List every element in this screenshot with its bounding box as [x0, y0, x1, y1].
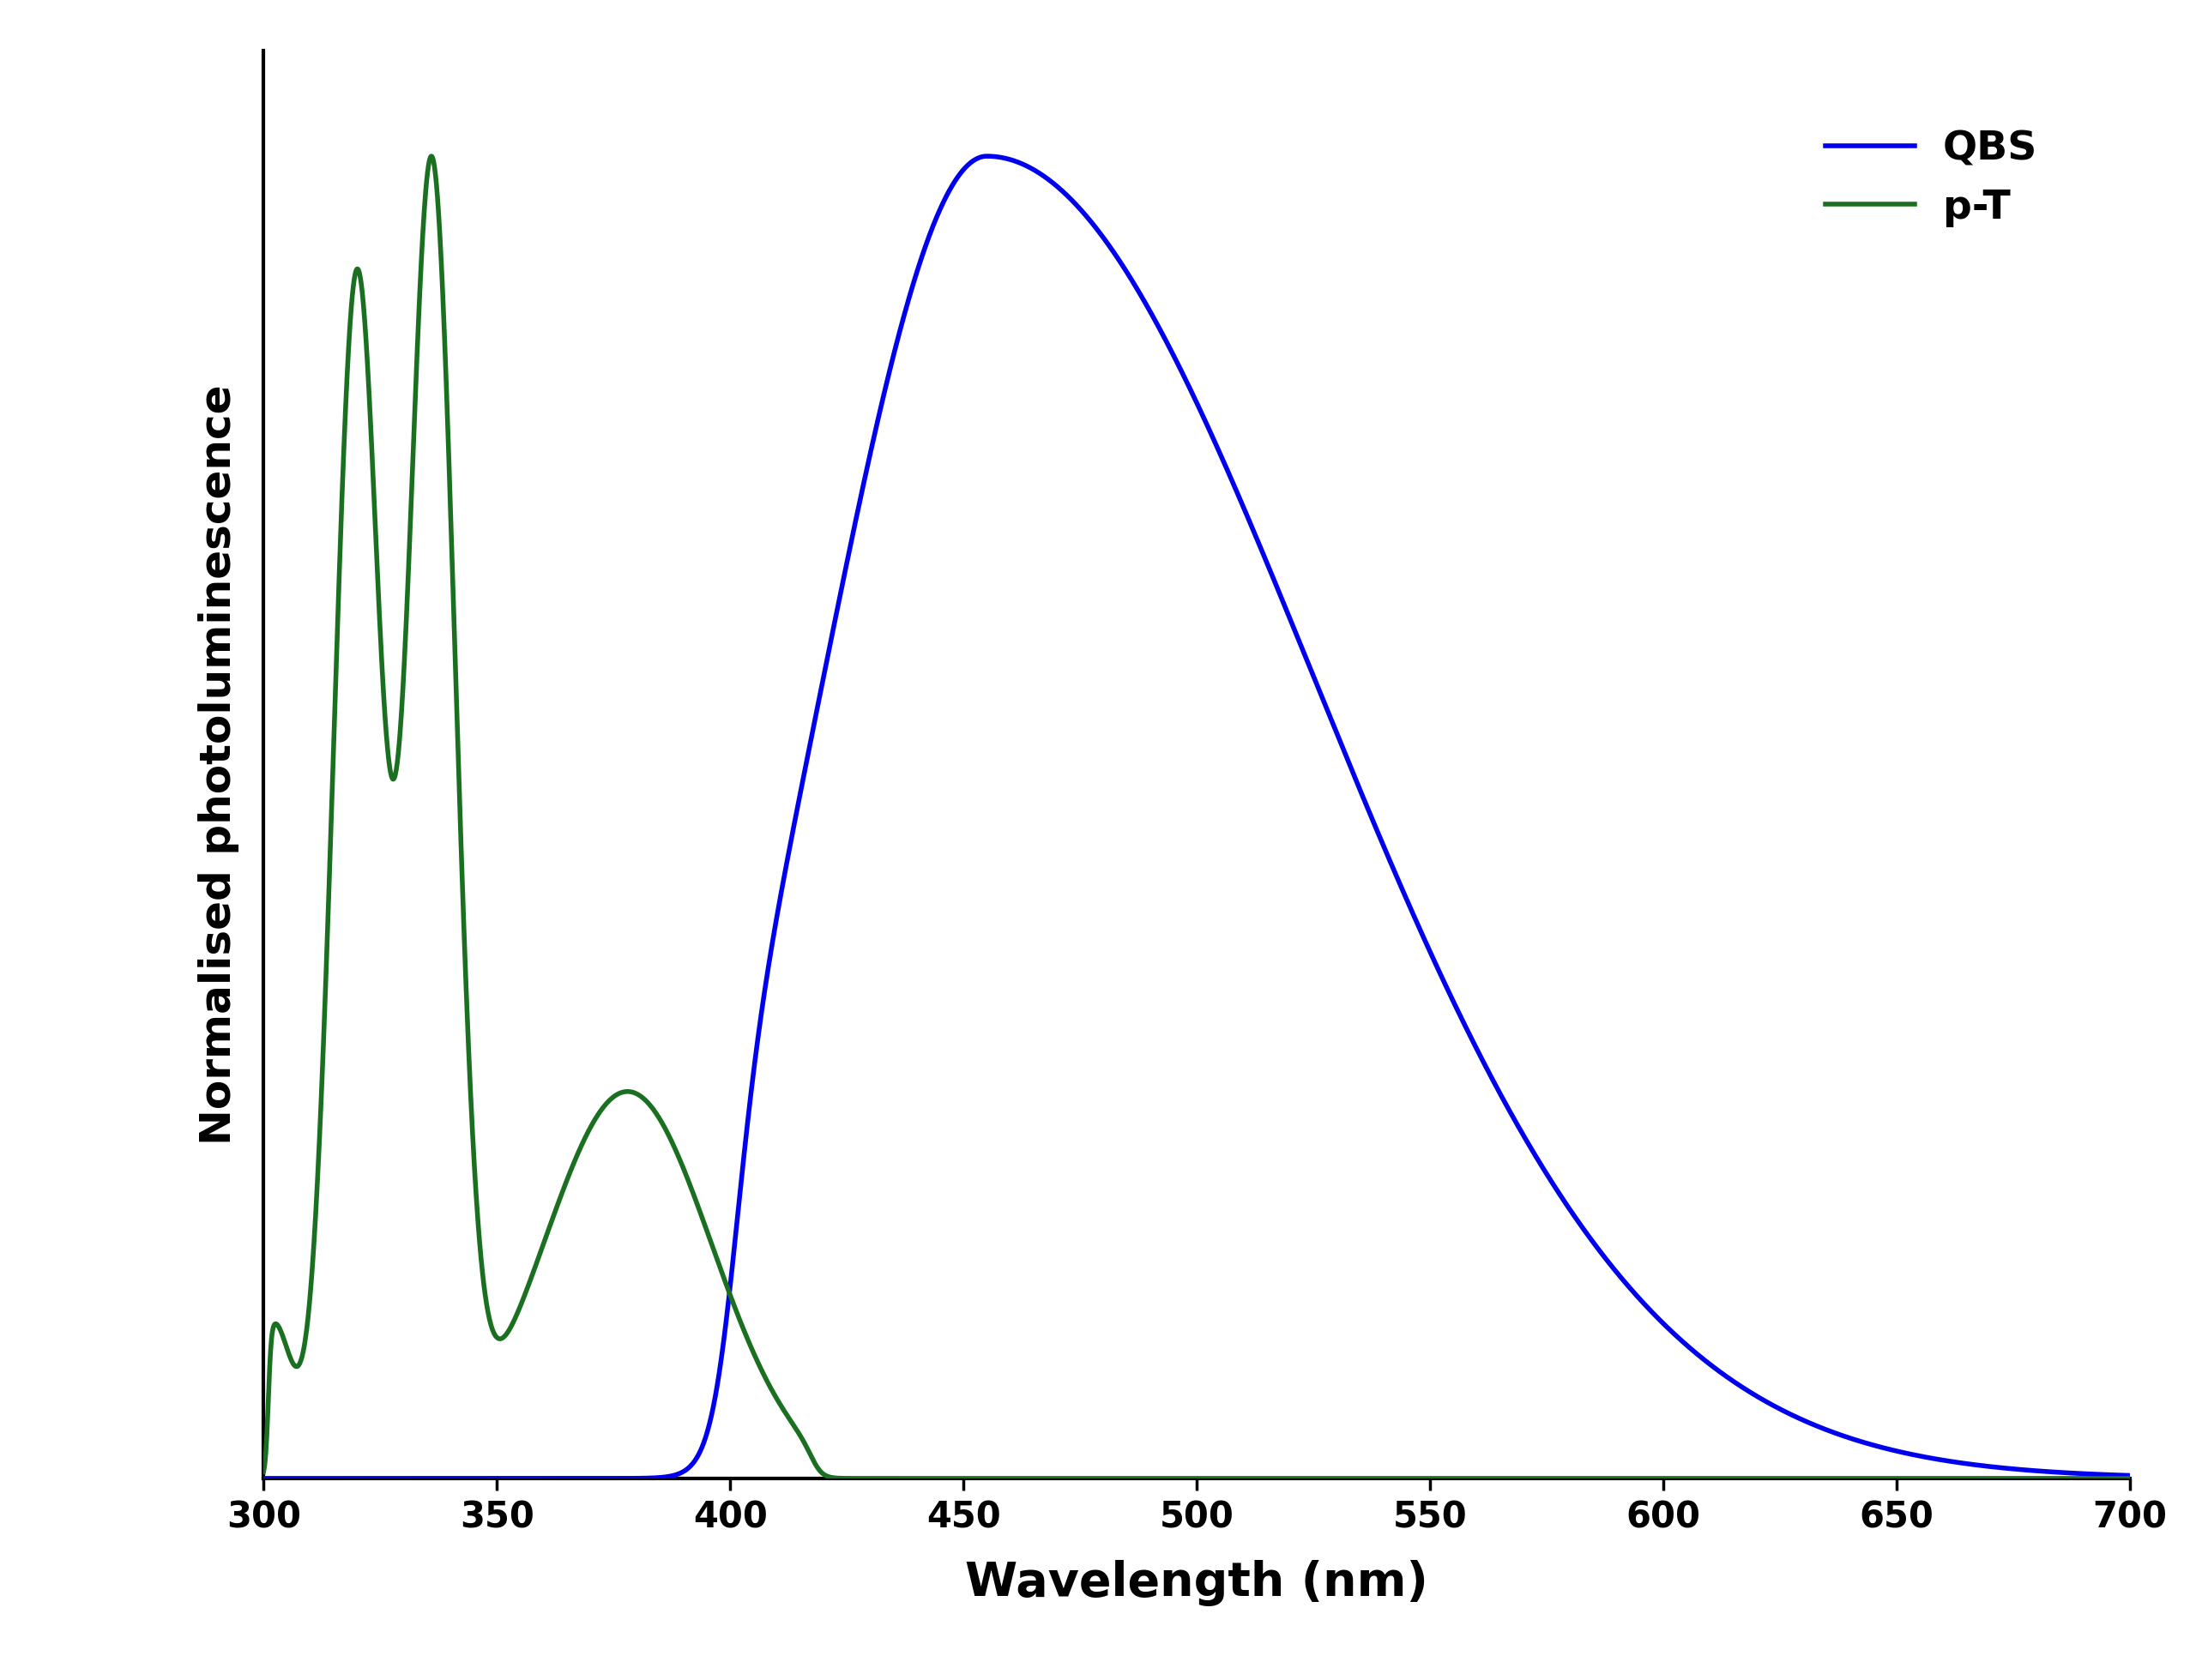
p-T: [417, 146, 444, 166]
p-T: [250, 1462, 277, 1482]
QBS: [1045, 176, 1072, 197]
QBS: [1623, 1285, 1649, 1305]
QBS: [2141, 1467, 2167, 1487]
QBS: [973, 146, 999, 166]
Legend: QBS, p-T: QBS, p-T: [1810, 114, 2053, 244]
p-T: [905, 1468, 931, 1488]
X-axis label: Wavelength (nm): Wavelength (nm): [966, 1559, 1427, 1606]
p-T: [1045, 1468, 1072, 1488]
p-T: [1990, 1468, 2016, 1488]
p-T: [1625, 1468, 1651, 1488]
Line: p-T: p-T: [264, 156, 2154, 1478]
QBS: [250, 1468, 277, 1488]
p-T: [1149, 1468, 1175, 1488]
Y-axis label: Normalised photoluminescence: Normalised photoluminescence: [198, 385, 239, 1144]
QBS: [1061, 192, 1087, 212]
p-T: [2084, 1468, 2110, 1488]
QBS: [2082, 1465, 2108, 1485]
p-T: [2141, 1468, 2167, 1488]
p-T: [1061, 1468, 1087, 1488]
QBS: [1149, 323, 1175, 343]
QBS: [1990, 1458, 2016, 1478]
Line: QBS: QBS: [264, 156, 2154, 1478]
